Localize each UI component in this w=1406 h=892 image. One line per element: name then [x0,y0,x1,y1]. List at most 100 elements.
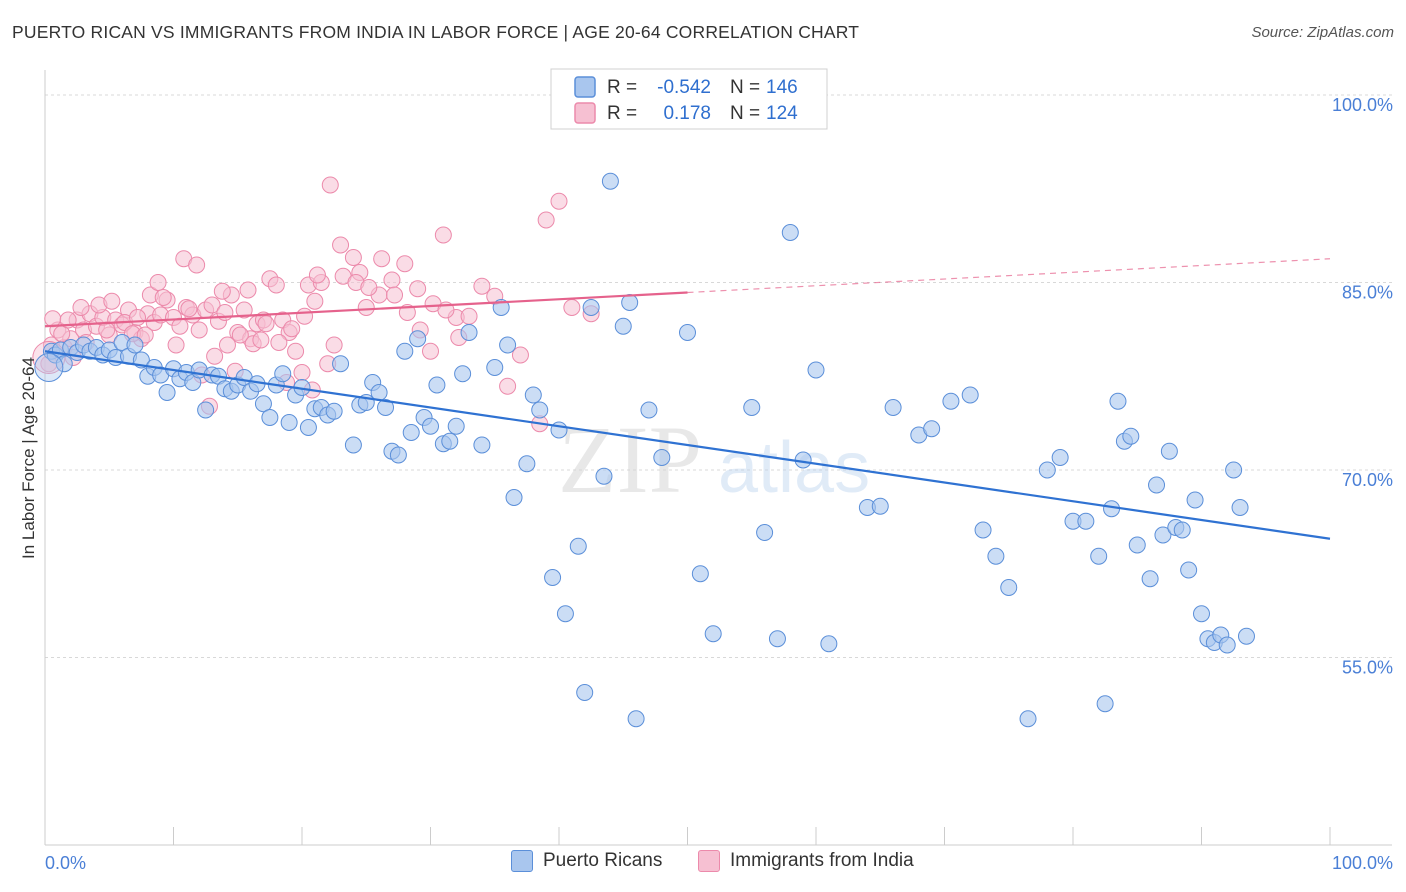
puerto-rican-point-38 [280,414,298,431]
puerto-rican-point-98 [820,635,838,653]
legend-r-value-2: 0.178 [663,103,711,124]
india-point-90 [373,250,391,268]
puerto-rican-point-54 [389,446,407,464]
puerto-rican-point-120 [1180,561,1198,579]
puerto-rican-trend-line [44,350,1331,540]
puerto-rican-point-55 [396,342,414,360]
puerto-rican-point-109 [1038,461,1056,479]
legend-swatch-blue [574,76,596,98]
india-point-59 [499,377,517,395]
source-label: Source: ZipAtlas.com [1251,24,1394,41]
india-point-89 [360,279,378,296]
stats-legend: R = -0.542 N = 146 R = 0.178 N = 124 [550,68,828,130]
bottom-legend: Puerto Ricans Immigrants from India [0,850,1406,880]
india-point-106 [188,256,206,274]
legend-item-india: Immigrants from India [698,850,914,872]
india-point-78 [218,336,236,354]
puerto-rican-point-63 [447,417,465,435]
puerto-rican-point-89 [704,625,722,643]
legend-label-india: Immigrants from India [730,850,914,871]
puerto-rican-point-116 [1128,536,1146,554]
puerto-rican-point-107 [987,547,1005,565]
india-point-41 [306,292,324,310]
puerto-rican-point-121 [1193,605,1210,623]
legend-r-label-1: R = [607,77,637,98]
puerto-rican-point-85 [640,401,658,419]
india-point-108 [239,281,257,299]
puerto-rican-point-72 [524,386,542,404]
india-point-114 [136,326,154,344]
india-point-71 [129,309,147,326]
india-point-91 [386,286,404,304]
y-tick-label-1: 70.0% [1342,470,1393,490]
india-point-77 [206,347,224,365]
puerto-rican-point-92 [743,399,761,416]
legend-swatch-puerto-ricans [511,850,533,872]
puerto-rican-point-93 [756,524,774,541]
puerto-rican-point-129 [1186,491,1204,509]
puerto-rican-point-77 [569,537,587,555]
india-point-79 [231,326,249,344]
india-point-60 [511,346,529,364]
puerto-rican-point-65 [460,324,478,341]
puerto-rican-point-60 [428,376,446,394]
india-point-86 [321,176,339,194]
india-point-25 [203,296,221,314]
puerto-rican-point-125 [1218,636,1236,654]
puerto-rican-point-126 [1019,710,1037,728]
india-point-99 [252,331,270,349]
puerto-rican-point-108 [1000,579,1018,596]
india-trend-line-extension [687,258,1331,294]
india-point-82 [270,334,288,351]
india-point-62 [537,211,555,229]
puerto-rican-point-117 [1141,570,1159,588]
puerto-rican-point-86 [653,449,671,466]
india-point-56 [460,307,478,325]
india-point-104 [149,274,167,291]
puerto-rican-point-78 [576,684,594,701]
legend-r-value-1: -0.542 [657,77,711,98]
puerto-rican-point-131 [1109,392,1127,410]
india-point-35 [267,276,285,294]
chart-title: PUERTO RICAN VS IMMIGRANTS FROM INDIA IN… [12,22,860,42]
puerto-rican-point-130 [1173,521,1191,539]
puerto-rican-point-106 [974,521,992,539]
legend-n-label-2: N = [730,103,760,124]
axes [44,70,1392,846]
y-tick-label-3: 100.0% [1332,95,1393,115]
puerto-rican-point-34 [254,395,272,413]
puerto-rican-point-113 [1090,547,1108,565]
watermark: ZIP atlas [558,406,870,513]
puerto-rican-point-66 [473,436,491,454]
india-point-23 [190,321,208,339]
india-point-57 [473,277,491,295]
india-point-81 [257,315,275,333]
india-point-30 [235,301,253,319]
india-point-69 [103,292,121,310]
puerto-rican-point-104 [942,392,960,410]
puerto-rican-point-105 [961,386,979,404]
puerto-rican-point-80 [595,467,613,485]
india-point-75 [180,300,198,318]
puerto-rican-point-128 [1160,442,1178,460]
y-tick-label-2: 85.0% [1342,283,1393,303]
india-point-46 [344,249,362,266]
legend-swatch-pink [574,102,596,124]
puerto-rican-point-35 [261,409,279,426]
puerto-rican-point-41 [299,419,317,436]
puerto-rican-point-132 [1122,427,1140,445]
india-point-50 [383,271,401,289]
legend-r-label-2: R = [607,103,637,124]
puerto-rican-point-67 [486,359,504,376]
india-point-54 [434,226,452,244]
puerto-rican-point-76 [556,605,574,623]
trend-lines [44,258,1331,540]
puerto-rican-point-73 [531,401,549,419]
legend-n-value-2: 124 [766,103,798,124]
puerto-rican-point-56 [402,424,420,441]
puerto-rican-point-134 [1225,461,1243,479]
puerto-rican-point-37 [274,365,292,383]
india-point-107 [213,282,231,300]
x-tick-label-1: 100.0% [1332,853,1393,873]
puerto-rican-point-71 [518,455,536,473]
